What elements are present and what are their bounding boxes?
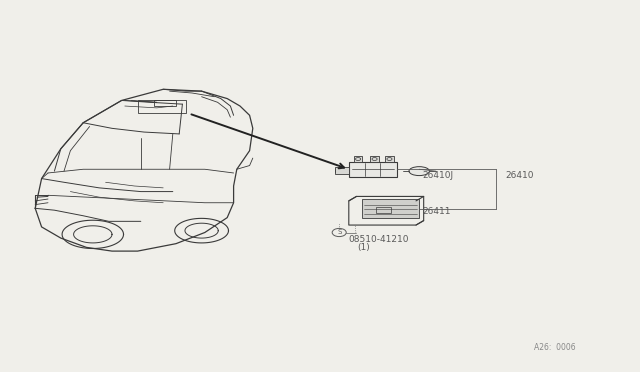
Bar xyxy=(385,156,394,162)
Bar xyxy=(371,156,379,162)
Text: (1): (1) xyxy=(357,243,370,252)
Bar xyxy=(349,162,397,177)
Ellipse shape xyxy=(409,167,429,176)
Text: A26:  0006: A26: 0006 xyxy=(534,343,576,352)
Bar xyxy=(154,100,176,106)
Bar xyxy=(138,100,186,113)
Text: S: S xyxy=(337,230,341,235)
Bar xyxy=(354,156,362,162)
Text: 26410J: 26410J xyxy=(422,171,454,180)
Text: 08510-41210: 08510-41210 xyxy=(349,235,410,244)
Text: 26410: 26410 xyxy=(506,171,534,180)
Bar xyxy=(335,167,349,174)
Text: 26411: 26411 xyxy=(422,207,451,216)
Bar xyxy=(362,199,419,218)
Bar xyxy=(376,207,391,213)
